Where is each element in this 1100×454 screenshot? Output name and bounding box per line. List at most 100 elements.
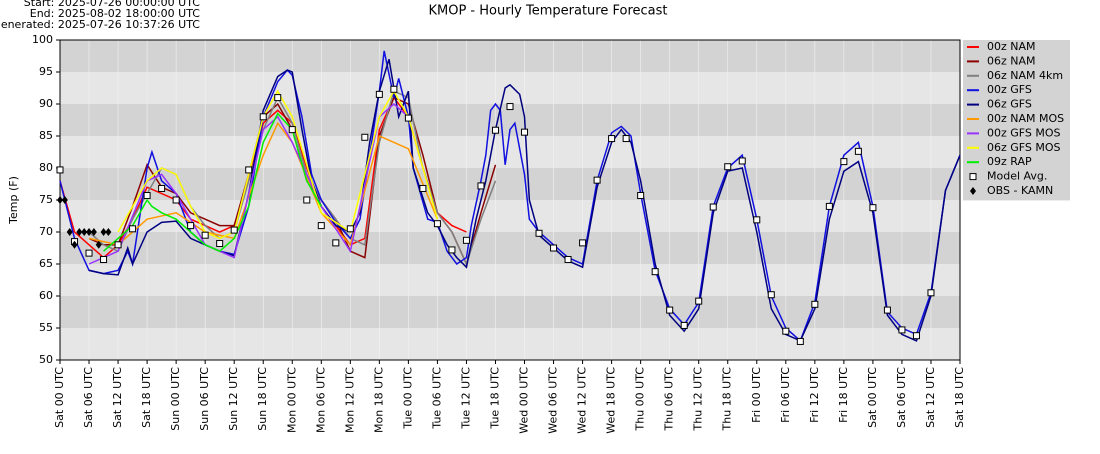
legend-label: 06z NAM 4km — [987, 69, 1063, 82]
legend-label: 00z GFS — [987, 83, 1032, 96]
data-point — [680, 321, 688, 329]
y-axis-label: Temp (F) — [7, 176, 20, 225]
data-point — [448, 246, 456, 254]
data-point — [66, 228, 73, 236]
data-point — [593, 176, 601, 184]
data-point — [564, 256, 572, 264]
chart-title: KMOP - Hourly Temperature Forecast — [428, 4, 667, 19]
data-point — [390, 85, 398, 93]
legend-label: 06z GFS — [987, 98, 1032, 111]
legend-marker — [970, 187, 976, 195]
header-generated: Generated: 2025-07-26 10:37:26 UTC — [0, 18, 200, 31]
data-point — [898, 326, 906, 334]
y-tick-label: 55 — [39, 321, 53, 334]
data-point — [230, 226, 238, 234]
y-tick-label: 50 — [39, 353, 53, 366]
data-point — [883, 306, 891, 314]
x-tick-label: Wed 00 UTC — [518, 367, 531, 434]
grid-band — [60, 232, 960, 264]
y-tick-label: 80 — [39, 161, 53, 174]
data-point — [622, 135, 630, 143]
x-tick-label: Mon 12 UTC — [343, 367, 356, 433]
legend-label: Model Avg. — [987, 170, 1047, 183]
data-point — [927, 289, 935, 297]
x-tick-label: Mon 06 UTC — [314, 367, 327, 433]
x-tick-label: Tue 12 UTC — [459, 367, 472, 430]
series-line — [117, 89, 439, 240]
data-point — [767, 291, 775, 299]
data-point — [114, 241, 122, 249]
data-point — [346, 225, 354, 233]
data-point — [259, 113, 267, 121]
legend-label: OBS - KAMN — [987, 184, 1053, 197]
data-point — [782, 327, 790, 335]
x-tick-label: Sat 18 UTC — [953, 367, 966, 428]
data-point — [274, 94, 282, 102]
x-tick-label: Sat 00 UTC — [866, 367, 879, 428]
data-point — [143, 192, 151, 200]
x-tick-label: Tue 00 UTC — [401, 367, 414, 430]
series-line — [103, 112, 322, 253]
legend-label: 09z RAP — [987, 155, 1032, 168]
data-point — [637, 192, 645, 200]
y-tick-label: 75 — [39, 193, 53, 206]
data-point — [491, 126, 499, 134]
x-tick-label: Thu 00 UTC — [634, 367, 647, 432]
x-tick-label: Wed 12 UTC — [576, 367, 589, 434]
x-tick-label: Fri 18 UTC — [837, 367, 850, 423]
data-point — [535, 229, 543, 237]
data-point — [840, 158, 848, 166]
data-point — [579, 239, 587, 247]
x-tick-label: Wed 06 UTC — [547, 367, 560, 434]
data-point — [462, 236, 470, 244]
data-point — [317, 222, 325, 230]
y-tick-label: 65 — [39, 257, 53, 270]
y-tick-label: 95 — [39, 65, 53, 78]
legend-label: 06z NAM — [987, 54, 1036, 67]
data-point — [129, 225, 137, 233]
legend-label: 00z NAM MOS — [987, 112, 1064, 125]
data-point — [825, 202, 833, 210]
data-point — [521, 128, 529, 136]
data-point — [506, 103, 514, 111]
data-point — [796, 337, 804, 345]
data-point — [216, 240, 224, 248]
data-point — [187, 222, 195, 230]
data-point — [811, 300, 819, 308]
data-point — [105, 228, 112, 236]
data-point — [95, 240, 102, 249]
data-point — [419, 184, 427, 192]
y-tick-label: 60 — [39, 289, 53, 302]
data-point — [85, 249, 93, 257]
data-point — [303, 196, 311, 204]
data-point — [404, 114, 412, 122]
legend-marker — [969, 173, 977, 181]
x-tick-label: Fri 06 UTC — [779, 367, 792, 423]
x-tick-label: Wed 18 UTC — [605, 367, 618, 434]
y-tick-label: 90 — [39, 97, 53, 110]
x-tick-label: Tue 18 UTC — [488, 367, 501, 430]
data-point — [158, 184, 166, 192]
x-tick-label: Sun 12 UTC — [227, 367, 240, 431]
data-point — [724, 163, 732, 171]
x-tick-label: Sat 12 UTC — [924, 367, 937, 428]
grid-band — [60, 40, 960, 72]
data-point — [288, 126, 296, 134]
data-point — [738, 157, 746, 165]
data-point — [477, 182, 485, 190]
legend-label: 06z GFS MOS — [987, 141, 1061, 154]
data-point — [172, 196, 180, 204]
x-tick-label: Fri 12 UTC — [808, 367, 821, 423]
legend-box — [963, 40, 1070, 201]
y-tick-label: 70 — [39, 225, 53, 238]
data-point — [245, 166, 253, 174]
data-point — [56, 166, 64, 174]
grid-band — [60, 168, 960, 200]
x-tick-label: Sat 06 UTC — [895, 367, 908, 428]
data-point — [332, 239, 340, 247]
header-start: Start: 2025-07-26 00:00:00 UTC — [24, 0, 201, 9]
legend-label: 00z NAM — [987, 40, 1036, 53]
data-point — [90, 228, 97, 236]
data-point — [608, 135, 616, 143]
data-point — [666, 306, 674, 314]
